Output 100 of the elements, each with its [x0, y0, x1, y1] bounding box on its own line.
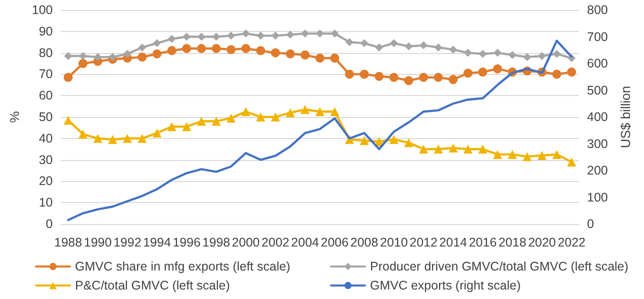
point: [286, 30, 294, 39]
y2-axis-title: US$ billion: [618, 86, 633, 148]
point: [212, 44, 221, 54]
point: [420, 41, 428, 50]
legend-label: Producer driven GMVC/total GMVC (left scale): [370, 260, 628, 274]
point: [227, 32, 236, 40]
point: [122, 134, 132, 143]
point: [78, 130, 88, 139]
x-tick-label: 1988: [54, 236, 82, 250]
point: [241, 107, 250, 116]
point: [108, 134, 118, 144]
point: [300, 50, 310, 60]
point: [64, 72, 73, 82]
point: [153, 39, 161, 48]
y-axis-title: %: [7, 110, 22, 123]
point: [345, 70, 354, 79]
y2-tick-label: 800: [587, 3, 608, 17]
point: [196, 44, 206, 54]
point: [182, 44, 192, 54]
point: [434, 144, 443, 154]
x-tick-label: 2022: [558, 236, 586, 250]
point: [168, 34, 176, 43]
point: [241, 44, 250, 54]
point: [374, 72, 384, 81]
x-tick-label: 2014: [439, 236, 468, 250]
point: [242, 30, 250, 38]
point: [494, 48, 502, 57]
x-tick-label: 1996: [172, 236, 201, 250]
y-tick-label: 60: [38, 88, 53, 103]
point: [523, 53, 532, 62]
point: [330, 30, 339, 38]
y2-tick-label: 700: [587, 30, 608, 44]
y-tick-label: 0: [46, 217, 53, 231]
point: [330, 54, 340, 63]
point: [463, 144, 472, 154]
point: [434, 72, 443, 82]
point: [167, 46, 176, 56]
point: [226, 45, 236, 54]
y-tick-label: 10: [38, 196, 53, 210]
point: [167, 122, 176, 132]
point: [389, 72, 398, 82]
point: [552, 150, 562, 159]
x-tick-label: 1992: [113, 236, 142, 250]
point: [78, 59, 88, 68]
point: [271, 32, 280, 40]
point: [123, 50, 132, 58]
point: [478, 50, 487, 58]
y2-tick-label: 400: [587, 110, 608, 124]
y-tick-label: 100: [32, 3, 53, 17]
point: [389, 134, 398, 144]
point: [256, 46, 266, 56]
point: [108, 53, 117, 62]
x-tick-label: 1994: [143, 236, 171, 250]
point: [537, 151, 546, 160]
point: [360, 39, 368, 48]
point: [478, 144, 488, 154]
x-tick-label: 2000: [232, 236, 260, 250]
legend-label: GMVC share in mfg exports (left scale): [75, 260, 290, 274]
point: [567, 68, 576, 77]
point: [375, 43, 384, 52]
point: [360, 136, 369, 146]
point: [270, 112, 280, 122]
point: [478, 68, 488, 77]
point: [463, 68, 472, 78]
point: [212, 32, 220, 41]
y2-tick-label: 300: [587, 136, 608, 151]
legend-label: GMVC exports (right scale): [370, 278, 521, 292]
y-tick-label: 50: [38, 110, 53, 124]
point: [434, 43, 442, 52]
x-tick-label: 2010: [380, 236, 408, 250]
point: [138, 134, 147, 143]
point: [404, 76, 414, 86]
point: [493, 64, 502, 74]
y2-tick-label: 600: [587, 56, 608, 70]
y-tick-label: 20: [38, 174, 53, 188]
x-tick-label: 2008: [350, 236, 378, 250]
x-tick-label: 2018: [498, 236, 526, 250]
point: [567, 157, 576, 166]
point: [286, 49, 295, 58]
x-tick-label: 2020: [528, 236, 556, 250]
point: [286, 108, 295, 118]
point: [138, 43, 146, 52]
point: [315, 54, 324, 63]
point: [448, 75, 458, 84]
point: [464, 48, 472, 57]
point: [196, 116, 206, 126]
point: [522, 152, 532, 162]
x-tick-label: 2016: [468, 236, 497, 250]
point: [404, 138, 414, 148]
y-tick-label: 90: [38, 24, 53, 38]
point: [182, 32, 191, 41]
point: [552, 50, 561, 58]
point: [226, 114, 236, 123]
y2-tick-label: 500: [587, 83, 608, 98]
y-tick-label: 80: [38, 46, 53, 60]
point: [345, 38, 354, 46]
y-tick-label: 70: [38, 67, 53, 82]
x-tick-label: 2004: [291, 236, 320, 250]
point: [448, 144, 458, 153]
point: [300, 105, 310, 114]
